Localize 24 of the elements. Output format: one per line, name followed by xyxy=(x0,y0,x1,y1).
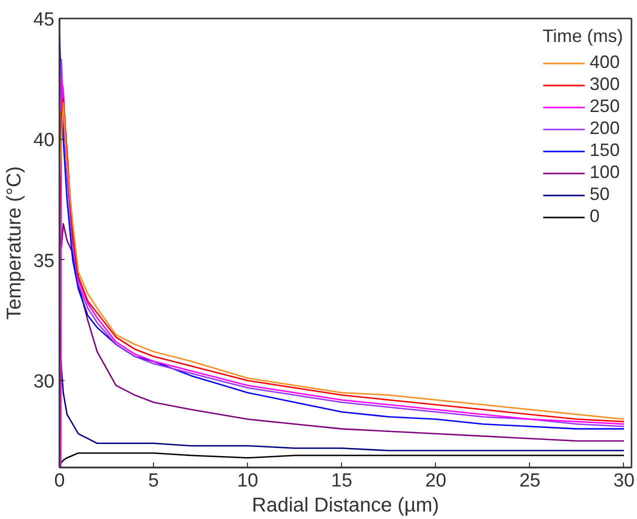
x-axis-title: Radial Distance (µm) xyxy=(252,494,440,516)
x-tick-label: 5 xyxy=(148,470,159,492)
line-series xyxy=(60,222,625,442)
y-axis-title: Temperature (°C) xyxy=(3,166,26,320)
y-tick-label: 35 xyxy=(33,250,55,272)
legend-label: 100 xyxy=(590,162,620,183)
legend-label: 250 xyxy=(590,96,620,117)
legend-label: 150 xyxy=(590,140,620,161)
legend-title: Time (ms) xyxy=(542,26,623,47)
x-tick-label: 15 xyxy=(331,470,352,492)
x-tick-label: 0 xyxy=(54,470,65,492)
line-series xyxy=(60,452,625,464)
x-tick-label: 10 xyxy=(237,470,258,492)
legend-label: 50 xyxy=(590,184,610,205)
legend-label: 200 xyxy=(590,118,620,139)
x-tick-label: 25 xyxy=(519,470,540,492)
legend-label: 0 xyxy=(590,206,601,227)
y-tick-label: 40 xyxy=(33,130,55,152)
x-tick-label: 30 xyxy=(613,470,635,492)
y-tick-label: 45 xyxy=(33,10,55,30)
legend-label: 300 xyxy=(590,74,620,95)
legend-label: 400 xyxy=(590,52,620,73)
x-tick-label: 20 xyxy=(425,470,446,492)
y-tick-label: 30 xyxy=(33,372,55,393)
